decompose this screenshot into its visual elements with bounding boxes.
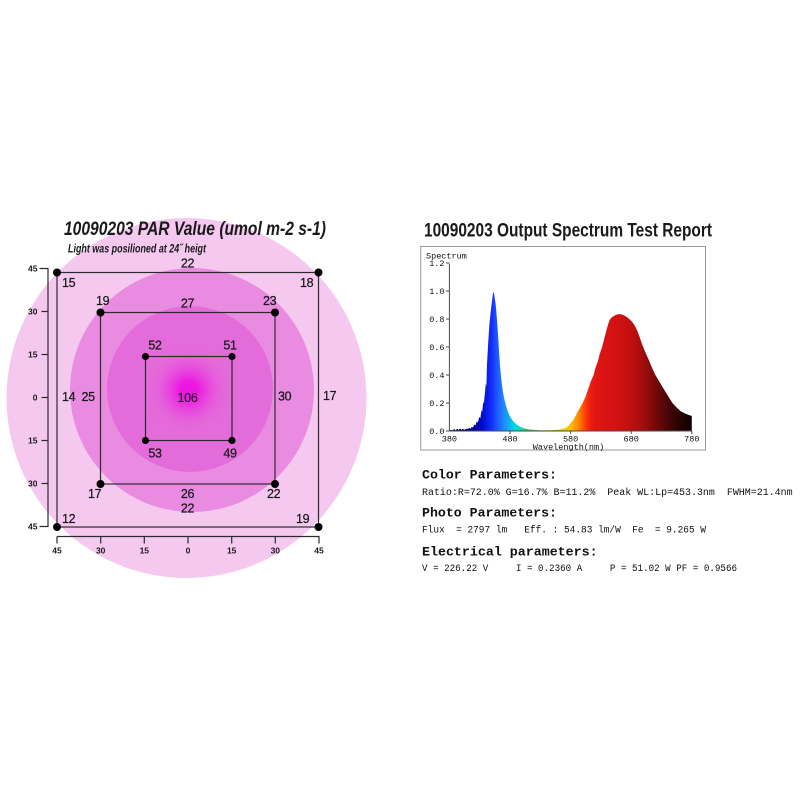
svg-text:0.8: 0.8 xyxy=(429,315,444,325)
svg-text:Light was posilioned at 24˝ he: Light was posilioned at 24˝ heigt xyxy=(68,244,207,256)
svg-text:Wavelength(nm): Wavelength(nm) xyxy=(533,443,604,453)
svg-text:Photo Parameters:: Photo Parameters: xyxy=(422,506,557,521)
svg-text:0.6: 0.6 xyxy=(429,343,444,353)
svg-text:Color Parameters:: Color Parameters: xyxy=(422,468,557,483)
svg-text:17: 17 xyxy=(88,487,102,501)
svg-text:1.0: 1.0 xyxy=(429,287,444,297)
svg-text:22: 22 xyxy=(267,487,281,501)
svg-text:53: 53 xyxy=(148,447,162,461)
svg-text:680: 680 xyxy=(624,435,639,445)
svg-text:19: 19 xyxy=(96,294,110,308)
svg-text:52: 52 xyxy=(148,339,162,353)
svg-text:45: 45 xyxy=(314,546,324,556)
svg-text:Flux = 2797 lm Eff. : 54.83: Flux = 2797 lm Eff. : 54.83 lm/W Fe = 9.… xyxy=(422,525,706,537)
svg-text:14: 14 xyxy=(62,390,76,404)
svg-text:480: 480 xyxy=(502,435,517,445)
svg-text:10090203 PAR Value (umol m-2 s: 10090203 PAR Value (umol m-2 s-1) xyxy=(64,219,326,240)
svg-text:51: 51 xyxy=(223,339,237,353)
svg-text:45: 45 xyxy=(28,522,38,532)
svg-text:0.0: 0.0 xyxy=(429,427,444,437)
svg-text:25: 25 xyxy=(82,390,96,404)
svg-text:15: 15 xyxy=(140,546,150,556)
svg-text:0: 0 xyxy=(33,393,38,403)
svg-text:30: 30 xyxy=(28,307,38,317)
svg-text:18: 18 xyxy=(300,276,314,290)
svg-text:49: 49 xyxy=(223,447,237,461)
svg-text:15: 15 xyxy=(28,350,38,360)
svg-text:10090203 Output Spectrum Test: 10090203 Output Spectrum Test Report xyxy=(424,221,713,242)
svg-text:780: 780 xyxy=(684,435,699,445)
svg-text:15: 15 xyxy=(62,276,76,290)
svg-text:580: 580 xyxy=(563,435,578,445)
svg-text:45: 45 xyxy=(52,546,62,556)
svg-text:30: 30 xyxy=(278,390,292,404)
svg-text:30: 30 xyxy=(28,479,38,489)
svg-text:23: 23 xyxy=(263,294,277,308)
svg-text:30: 30 xyxy=(96,546,106,556)
svg-text:27: 27 xyxy=(181,297,195,311)
svg-text:106: 106 xyxy=(178,391,198,405)
svg-text:15: 15 xyxy=(28,436,38,446)
svg-text:22: 22 xyxy=(181,257,195,271)
svg-text:Spectrum: Spectrum xyxy=(426,251,467,261)
svg-text:22: 22 xyxy=(181,502,195,516)
svg-text:0.2: 0.2 xyxy=(429,399,444,409)
svg-text:45: 45 xyxy=(28,264,38,274)
svg-text:15: 15 xyxy=(227,546,237,556)
svg-text:1.2: 1.2 xyxy=(429,259,444,269)
svg-text:30: 30 xyxy=(271,546,281,556)
svg-text:12: 12 xyxy=(62,512,76,526)
svg-text:0.4: 0.4 xyxy=(429,371,444,381)
svg-text:V = 226.22 V I = 0.2360 A: V = 226.22 V I = 0.2360 A P = 51.02 W PF… xyxy=(422,564,737,575)
svg-text:Ratio:R=72.0% G=16.7% B=11.2%: Ratio:R=72.0% G=16.7% B=11.2% Peak WL:Lp… xyxy=(422,487,793,499)
svg-text:26: 26 xyxy=(181,487,195,501)
svg-text:17: 17 xyxy=(323,389,337,403)
svg-text:0: 0 xyxy=(186,546,191,556)
svg-text:380: 380 xyxy=(442,435,457,445)
svg-text:19: 19 xyxy=(296,512,310,526)
svg-text:Electrical parameters:: Electrical parameters: xyxy=(422,545,598,560)
